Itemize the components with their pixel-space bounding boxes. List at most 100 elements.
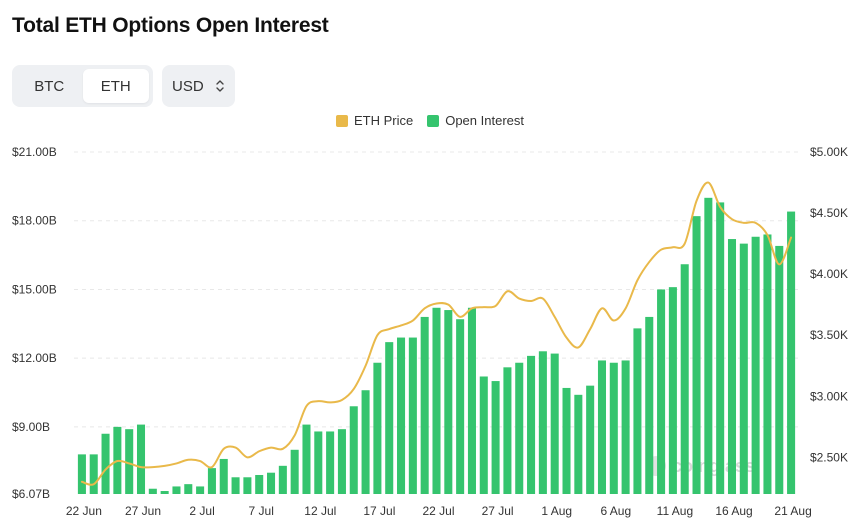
oi-bar xyxy=(219,458,228,494)
y-left-tick-label: $15.00B xyxy=(12,282,57,296)
oi-bar xyxy=(456,319,465,494)
oi-bar xyxy=(184,484,193,494)
x-tick-label: 22 Jun xyxy=(66,504,102,518)
oi-bar xyxy=(337,429,346,494)
oi-bar xyxy=(255,474,264,494)
legend-item-open-interest[interactable]: Open Interest xyxy=(427,113,524,128)
oi-bar xyxy=(267,472,276,494)
oi-bar xyxy=(243,477,252,494)
oi-bar xyxy=(444,310,453,494)
oi-bar xyxy=(538,351,547,494)
y-right-tick-label: $2.50K xyxy=(810,450,848,464)
y-left-tick-label: $21.00B xyxy=(12,145,57,159)
oi-bar xyxy=(633,328,642,494)
y-right-tick-label: $4.50K xyxy=(810,206,848,220)
oi-bar xyxy=(302,424,311,494)
oi-bar xyxy=(787,211,796,494)
oi-bar xyxy=(763,234,772,494)
legend-label-price: ETH Price xyxy=(353,113,414,128)
oi-bar xyxy=(503,367,512,494)
oi-bar xyxy=(231,477,240,494)
oi-bar xyxy=(775,245,784,494)
oi-bar xyxy=(491,381,500,494)
x-tick-label: 27 Jul xyxy=(482,504,514,518)
oi-bar xyxy=(326,431,335,494)
y-right-tick-label: $4.00K xyxy=(810,267,848,281)
eth-price-line xyxy=(80,181,793,486)
y-left-tick-label: $18.00B xyxy=(12,214,57,228)
oi-bar xyxy=(207,468,216,494)
oi-bar xyxy=(314,431,323,494)
y-right-tick-label: $3.50K xyxy=(810,328,848,342)
asset-toggle: BTC ETH xyxy=(12,65,153,107)
oi-bar xyxy=(290,449,299,494)
oi-bar xyxy=(349,406,358,494)
oi-bar xyxy=(479,376,488,494)
chart-legend: ETH Price Open Interest xyxy=(0,113,860,128)
oi-bar xyxy=(609,362,618,494)
y-left-tick-label: $12.00B xyxy=(12,351,57,365)
x-tick-label: 2 Jul xyxy=(189,504,214,518)
legend-swatch-oi xyxy=(427,114,440,127)
oi-bar xyxy=(739,243,748,494)
legend-item-eth-price[interactable]: ETH Price xyxy=(335,113,414,128)
oi-bar xyxy=(550,353,559,494)
oi-bar xyxy=(704,197,713,494)
y-left-tick-label: $6.07B xyxy=(12,487,50,501)
x-tick-label: 11 Aug xyxy=(657,504,693,518)
oi-bar xyxy=(621,360,630,494)
oi-bar xyxy=(645,316,654,494)
oi-bar xyxy=(77,454,86,494)
page-title: Total ETH Options Open Interest xyxy=(12,14,329,37)
oi-bar xyxy=(692,216,701,494)
currency-select[interactable]: USD xyxy=(162,65,235,107)
oi-bar xyxy=(160,491,169,494)
oi-bar xyxy=(597,360,606,494)
x-tick-label: 16 Aug xyxy=(715,504,752,518)
legend-swatch-price xyxy=(335,114,348,127)
oi-bar xyxy=(751,236,760,494)
y-right-tick-label: $5.00K xyxy=(810,145,848,159)
oi-bar xyxy=(408,337,417,494)
oi-bar xyxy=(172,486,181,494)
oi-bar xyxy=(148,488,157,494)
currency-label: USD xyxy=(172,77,204,95)
oi-bar xyxy=(586,385,595,494)
y-right-tick-label: $3.00K xyxy=(810,389,848,403)
x-tick-label: 22 Jul xyxy=(422,504,454,518)
oi-bar xyxy=(125,429,134,494)
oi-bar xyxy=(574,394,583,494)
oi-bar xyxy=(716,202,725,494)
oi-bar xyxy=(657,289,666,494)
oi-bar xyxy=(467,307,476,494)
oi-bar xyxy=(420,316,429,494)
x-tick-label: 17 Jul xyxy=(363,504,395,518)
x-tick-label: 27 Jun xyxy=(125,504,161,518)
y-left-tick-label: $9.00B xyxy=(12,420,50,434)
oi-bar xyxy=(278,465,287,494)
oi-bar xyxy=(373,362,382,494)
oi-bar xyxy=(527,355,536,494)
oi-bar xyxy=(727,239,737,494)
x-tick-label: 1 Aug xyxy=(541,504,572,518)
x-tick-label: 21 Aug xyxy=(774,504,811,518)
oi-bar xyxy=(680,264,689,494)
btc-option[interactable]: BTC xyxy=(34,77,65,95)
oi-bar xyxy=(562,387,571,494)
eth-option[interactable]: ETH xyxy=(82,69,149,103)
chevron-up-down-icon xyxy=(215,78,225,94)
oi-bar xyxy=(136,424,146,494)
oi-bar xyxy=(668,287,677,494)
legend-label-oi: Open Interest xyxy=(445,113,524,128)
oi-bar xyxy=(385,342,394,494)
oi-bar xyxy=(432,307,441,494)
oi-bar xyxy=(196,486,205,494)
x-tick-label: 12 Jul xyxy=(304,504,336,518)
x-tick-label: 6 Aug xyxy=(600,504,631,518)
x-tick-label: 7 Jul xyxy=(249,504,274,518)
oi-bar xyxy=(101,433,110,494)
oi-bar xyxy=(89,454,98,494)
oi-bar xyxy=(397,337,406,494)
oi-bar xyxy=(361,390,370,494)
